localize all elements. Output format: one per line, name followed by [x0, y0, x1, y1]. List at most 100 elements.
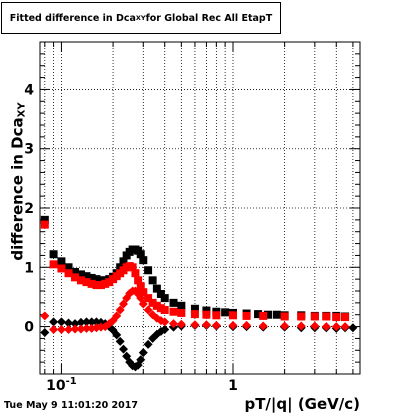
y-tick-label: 3: [24, 142, 34, 158]
data-point-diamond: [136, 355, 146, 365]
data-point-square: [96, 276, 105, 285]
data-point-diamond: [112, 311, 122, 321]
chart-title-prefix: Fitted difference in Dca: [9, 12, 136, 24]
data-point-square: [169, 298, 178, 307]
data-point-diamond: [168, 319, 178, 329]
data-point-diamond: [160, 325, 170, 335]
data-point-diamond: [115, 336, 125, 346]
data-point-square: [92, 275, 101, 284]
data-point-square: [136, 250, 145, 259]
data-point-diamond: [242, 320, 252, 330]
data-point-diamond: [138, 348, 148, 358]
data-point-square: [280, 312, 289, 321]
data-point-diamond: [40, 311, 50, 321]
data-point-diamond: [112, 330, 122, 340]
x-axis-label: pT/|q| (GeV/c): [244, 395, 360, 413]
data-point-diamond: [160, 317, 170, 327]
data-point-diamond: [331, 322, 341, 332]
data-point-diamond: [87, 317, 97, 327]
data-point-diamond: [76, 317, 86, 327]
data-point-square: [139, 256, 148, 265]
data-point-diamond: [76, 324, 86, 334]
data-point-square: [139, 288, 148, 297]
y-tick-label: 2: [24, 201, 34, 217]
data-point-square: [190, 304, 199, 313]
data-point-square: [221, 308, 230, 317]
data-point-diamond: [211, 320, 221, 330]
data-point-diamond: [70, 319, 80, 329]
data-point-diamond: [296, 321, 306, 331]
data-point-square: [136, 282, 145, 291]
data-point-square: [128, 263, 137, 272]
data-point-diamond: [115, 305, 125, 315]
timestamp: Tue May 9 11:01:20 2017: [4, 400, 138, 411]
y-tick-label: 0: [24, 320, 34, 336]
data-point-diamond: [56, 325, 66, 335]
chart-title-subscript: XY: [135, 14, 146, 22]
x-tick-label: 1: [228, 378, 238, 394]
data-point-square: [156, 289, 165, 298]
data-point-square: [92, 281, 101, 290]
data-point-square: [144, 294, 153, 303]
data-point-square: [96, 281, 105, 290]
data-point-diamond: [49, 325, 59, 335]
data-point-diamond: [201, 320, 211, 330]
data-point-diamond: [280, 321, 290, 331]
data-point-diamond: [143, 305, 153, 315]
data-point-square: [322, 312, 331, 321]
data-point-square: [202, 306, 211, 315]
data-point-square: [297, 312, 306, 321]
data-point-diamond: [82, 317, 92, 327]
data-point-square: [76, 270, 85, 279]
data-point-square: [57, 257, 66, 266]
data-point-diamond: [321, 322, 331, 332]
data-point-diamond: [40, 328, 50, 337]
data-point-square: [212, 311, 221, 320]
data-point-square: [160, 305, 169, 314]
data-point-square: [101, 279, 110, 288]
data-point-diamond: [82, 323, 92, 333]
data-point-square: [228, 311, 237, 320]
data-point-square: [64, 269, 73, 278]
data-point-diamond: [138, 299, 148, 309]
data-point-square: [202, 310, 211, 319]
data-point-square: [64, 263, 73, 272]
data-point-square: [310, 312, 319, 321]
data-point-diamond: [258, 321, 268, 331]
x-tick-label: 10-1: [46, 376, 77, 394]
data-point-square: [49, 260, 58, 269]
data-point-square: [148, 298, 157, 307]
data-point-square: [190, 310, 199, 319]
data-point-square: [264, 310, 273, 319]
data-point-square: [49, 250, 58, 259]
data-point-square: [177, 308, 186, 317]
data-point-square: [152, 301, 161, 310]
data-point-diamond: [190, 320, 200, 330]
data-point-square: [82, 278, 91, 287]
data-point-square: [272, 310, 281, 319]
data-point-diamond: [143, 339, 153, 349]
data-point-diamond: [348, 323, 358, 333]
data-point-square: [40, 220, 49, 229]
data-point-diamond: [310, 321, 320, 331]
y-tick-label: 4: [24, 82, 34, 98]
data-point-square: [71, 273, 80, 282]
data-point-square: [259, 311, 268, 320]
data-point-square: [76, 276, 85, 285]
data-point-square: [144, 266, 153, 275]
data-point-square: [119, 257, 128, 266]
data-point-diamond: [70, 324, 80, 334]
data-point-diamond: [64, 318, 74, 328]
data-point-square: [134, 276, 143, 285]
chart-title: Fitted difference in Dca XY for Global Re…: [1, 2, 281, 34]
data-point-square: [177, 301, 186, 310]
data-point-square: [57, 264, 66, 273]
data-point-diamond: [118, 344, 128, 354]
data-point-diamond: [228, 320, 238, 330]
data-point-square: [332, 313, 341, 322]
data-point-square: [254, 310, 263, 319]
data-point-square: [152, 284, 161, 293]
chart-title-suffix: for Global Rec All EtapT: [145, 12, 273, 24]
data-point-diamond: [49, 317, 59, 327]
